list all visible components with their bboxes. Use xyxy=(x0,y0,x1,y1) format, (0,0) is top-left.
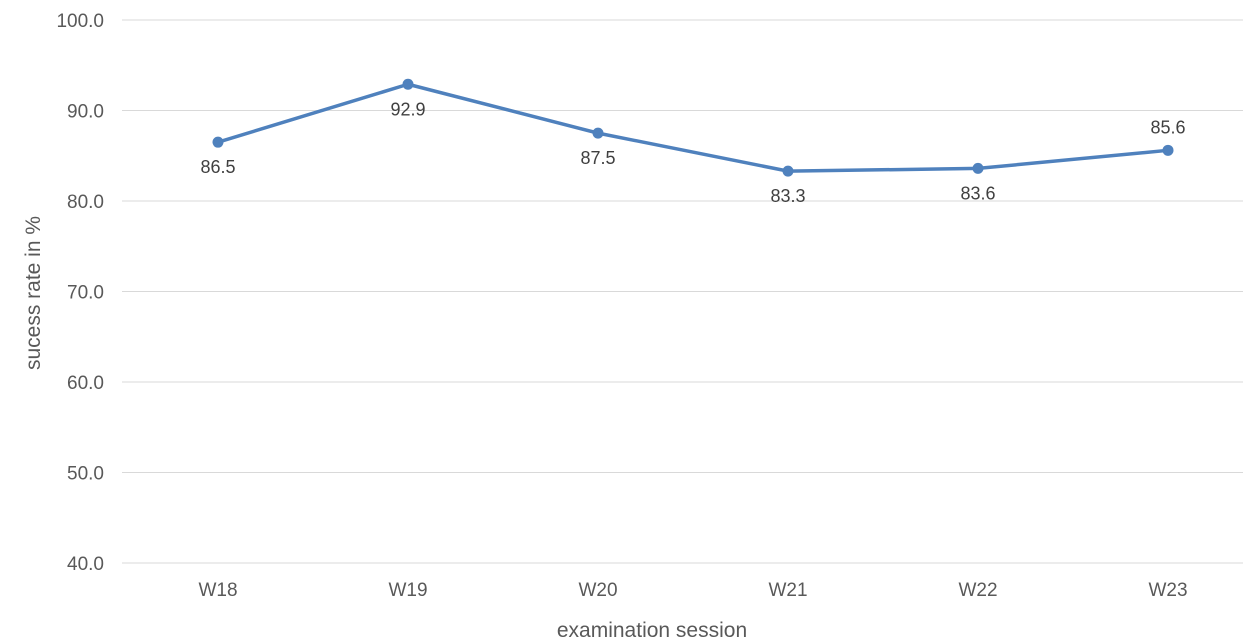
series-group: 86.5 92.9 87.5 83.3 83.6 85.6 xyxy=(200,78,1186,206)
y-tick-label: 50.0 xyxy=(67,464,104,485)
y-axis-title: sucess rate in % xyxy=(22,216,45,370)
x-tick-label: W20 xyxy=(578,580,617,601)
x-axis-ticks: W18 W19 W20 W21 W22 W23 xyxy=(198,580,1187,601)
x-tick-label: W18 xyxy=(198,580,237,601)
y-tick-label: 100.0 xyxy=(56,11,104,32)
y-tick-label: 80.0 xyxy=(67,192,104,213)
data-label: 86.5 xyxy=(200,157,235,177)
x-tick-label: W22 xyxy=(958,580,997,601)
x-axis-title: examination session xyxy=(557,619,747,642)
x-tick-label: W21 xyxy=(768,580,807,601)
gridlines xyxy=(122,19,1243,564)
series-line xyxy=(216,82,1170,173)
data-point xyxy=(212,136,224,148)
y-tick-label: 40.0 xyxy=(67,554,104,575)
y-tick-label: 90.0 xyxy=(67,102,104,123)
x-tick-label: W23 xyxy=(1148,580,1187,601)
y-axis-ticks: 40.0 50.0 60.0 70.0 80.0 90.0 100.0 xyxy=(56,11,104,575)
x-tick-label: W19 xyxy=(388,580,427,601)
data-point xyxy=(592,127,604,139)
data-point xyxy=(1162,144,1174,156)
data-point xyxy=(782,165,794,177)
y-tick-label: 60.0 xyxy=(67,373,104,394)
data-label: 85.6 xyxy=(1150,117,1185,137)
data-label: 83.6 xyxy=(960,183,995,203)
data-label: 87.5 xyxy=(580,148,615,168)
y-tick-label: 70.0 xyxy=(67,283,104,304)
data-point xyxy=(402,78,414,90)
data-point xyxy=(972,162,984,174)
data-label: 92.9 xyxy=(390,99,425,119)
data-label: 83.3 xyxy=(770,186,805,206)
